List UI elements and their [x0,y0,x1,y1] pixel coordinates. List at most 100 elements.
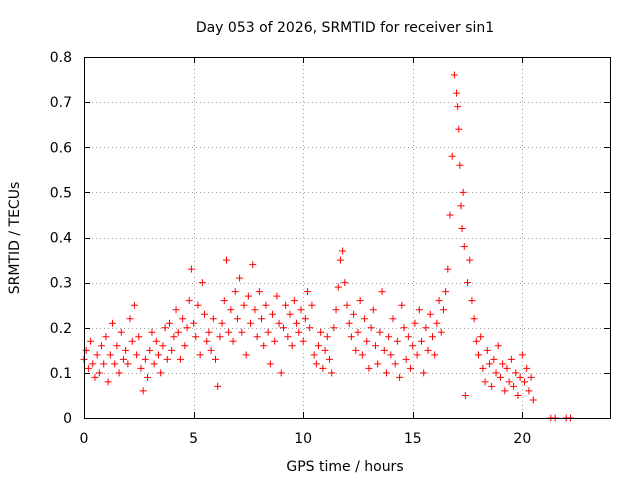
x-tick-label: 0 [80,431,89,447]
data-point [483,346,491,354]
data-point [492,369,500,377]
y-tick-label: 0.5 [50,185,72,201]
x-tick-label: 15 [404,431,422,447]
x-tick-label: 10 [294,431,312,447]
data-point [203,337,211,345]
data-point [466,256,474,264]
data-point [439,306,447,314]
data-point [529,396,537,404]
data-point [358,351,366,359]
data-point [139,387,147,395]
y-tick-label: 0.1 [50,366,72,382]
data-point [470,315,478,323]
data-point [209,315,217,323]
data-point [345,319,353,327]
data-point [306,324,314,332]
data-point [159,342,167,350]
data-point [102,333,110,341]
data-point [293,319,301,327]
x-axis-label: GPS time / hours [286,459,403,475]
data-point [361,315,369,323]
axis-ticks: 0 5 10 15 20 0 0.1 0.2 0.3 0.4 0.5 0.6 0.7 0.8 [50,50,610,447]
data-point [236,274,244,282]
data-point [299,337,307,345]
data-point [516,373,524,381]
data-points [80,71,575,422]
data-point [402,355,410,363]
data-point [148,328,156,336]
data-point [264,328,272,336]
data-point [104,378,112,386]
data-point [111,360,119,368]
data-point [461,391,469,399]
data-point [152,337,160,345]
data-point [457,202,465,210]
data-point [301,315,309,323]
data-point [258,315,266,323]
data-point [422,324,430,332]
data-point [187,265,195,273]
data-point [339,247,347,255]
data-point [135,333,143,341]
data-point [435,297,443,305]
data-point [424,346,432,354]
data-point [179,315,187,323]
data-point [229,337,237,345]
data-point [507,355,515,363]
data-point [334,283,342,291]
data-point [317,328,325,336]
data-point [128,337,136,345]
data-point [468,297,476,305]
data-point [141,355,149,363]
data-point [220,297,228,305]
data-point [196,351,204,359]
data-point [380,346,388,354]
data-point [183,324,191,332]
data-point [371,342,379,350]
data-point [413,351,421,359]
data-point [288,342,296,350]
data-point [415,306,423,314]
data-point [295,328,303,336]
data-point [89,360,97,368]
data-point [115,369,123,377]
data-point [409,342,417,350]
data-point [505,378,513,386]
data-point [170,333,178,341]
data-point [321,346,329,354]
data-point [454,103,462,111]
data-point [446,211,454,219]
data-point [400,324,408,332]
data-point [168,346,176,354]
data-point [325,355,333,363]
data-point [205,328,213,336]
data-point [510,382,518,390]
data-point [475,351,482,359]
data-point [214,382,222,390]
data-point [297,306,305,314]
data-point [310,351,318,359]
data-point [481,378,489,386]
data-point [255,288,263,296]
data-point [356,297,364,305]
data-point [433,319,441,327]
data-point [376,328,384,336]
data-point [391,360,399,368]
data-point [330,324,338,332]
data-point [172,306,180,314]
data-point [244,292,252,300]
data-point [308,301,316,309]
data-point [496,373,504,381]
data-point [343,301,351,309]
data-point [485,360,493,368]
data-point [304,288,312,296]
data-point [389,315,397,323]
data-point [290,297,298,305]
y-tick-label: 0.8 [50,50,72,66]
data-point [165,319,173,327]
data-point [407,364,415,372]
data-point [98,342,106,350]
data-point [332,306,340,314]
data-point [185,297,193,305]
